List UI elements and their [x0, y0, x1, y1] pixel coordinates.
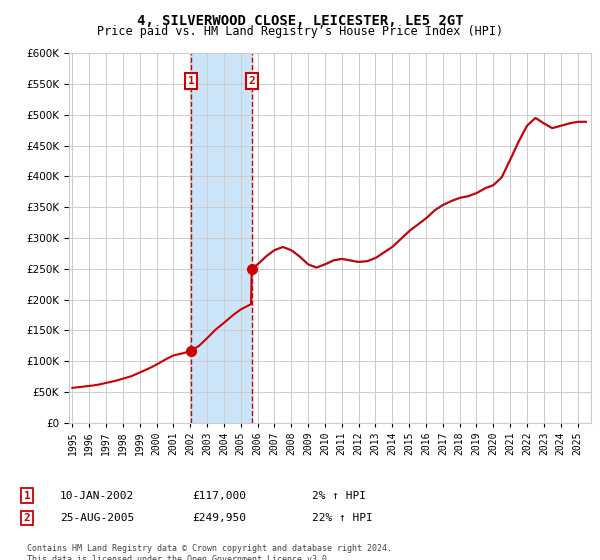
- Text: 2% ↑ HPI: 2% ↑ HPI: [312, 491, 366, 501]
- Text: £249,950: £249,950: [192, 513, 246, 523]
- Bar: [191, 53, 252, 423]
- Text: Contains HM Land Registry data © Crown copyright and database right 2024.
This d: Contains HM Land Registry data © Crown c…: [27, 544, 392, 560]
- Text: 10-JAN-2002: 10-JAN-2002: [60, 491, 134, 501]
- Text: 1: 1: [23, 491, 31, 501]
- Text: 2: 2: [248, 76, 255, 86]
- Text: 2: 2: [23, 513, 31, 523]
- Text: 22% ↑ HPI: 22% ↑ HPI: [312, 513, 373, 523]
- Text: £117,000: £117,000: [192, 491, 246, 501]
- Text: Price paid vs. HM Land Registry’s House Price Index (HPI): Price paid vs. HM Land Registry’s House …: [97, 25, 503, 38]
- Text: 25-AUG-2005: 25-AUG-2005: [60, 513, 134, 523]
- Text: 1: 1: [188, 76, 194, 86]
- Text: 4, SILVERWOOD CLOSE, LEICESTER, LE5 2GT: 4, SILVERWOOD CLOSE, LEICESTER, LE5 2GT: [137, 14, 463, 28]
